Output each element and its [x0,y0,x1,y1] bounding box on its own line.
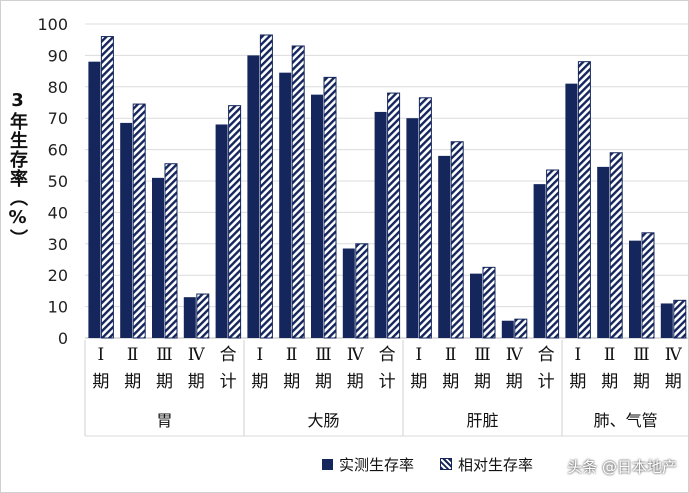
legend-label-actual: 实测生存率 [339,455,415,474]
y-tick-label: 20 [48,266,68,285]
group-label: 胃 [156,411,172,430]
watermark: 头条 @日本地产 [567,458,677,476]
bar-actual [215,124,228,338]
legend-swatch-actual [322,458,333,470]
legend-swatch-relative [440,458,453,470]
bar-actual [279,72,292,339]
group-label: 肺、气管 [594,411,658,430]
bar-relative [100,36,114,339]
bar-actual [183,297,196,338]
bar-actual [501,320,514,338]
y-tick-label: 70 [48,109,68,128]
legend-item-relative: 相对生存率 [440,454,533,475]
y-tick-label: 50 [48,172,68,191]
bar-relative [482,266,496,339]
y-tick-label: 0 [58,329,68,348]
group-label: 大肠 [307,411,339,430]
bar-relative [164,163,178,339]
legend-label-relative: 相对生存率 [458,455,534,474]
legend: 实测生存率 相对生存率 [322,452,559,476]
bar-relative [577,61,591,339]
y-axis-label: 3年生存率（%） [7,90,28,248]
bar-relative [514,318,528,339]
bar-actual [247,55,260,339]
bar-relative [418,97,432,339]
bar-actual [660,303,673,338]
bar-relative [355,243,369,339]
bar-actual [470,273,482,338]
y-tick-label: 10 [48,298,68,317]
y-tick-label: 100 [37,15,68,34]
bar-relative [291,45,305,339]
bar-actual [565,83,578,338]
bar-actual [406,118,419,338]
bar-actual [311,94,323,339]
bar-relative [132,103,146,339]
bar-relative [196,293,210,339]
bar-relative [323,76,337,339]
x-tick-label: 合计 [220,345,237,392]
bar-relative [387,92,401,339]
bar-actual [342,248,355,338]
bar-relative [673,299,687,339]
bar-actual [120,122,133,338]
bar-actual [438,155,451,338]
x-tick-label: 合计 [538,345,555,392]
y-tick-label: 40 [48,203,68,222]
y-tick-label: 80 [48,78,68,97]
bar-actual [152,177,164,338]
bar-actual [374,111,387,338]
bar-relative [259,34,273,339]
bar-actual [88,61,101,339]
bar-relative [546,169,560,339]
y-tick-label: 30 [48,235,68,254]
y-tick-label: 90 [48,46,68,65]
y-tick-label: 60 [48,141,68,160]
x-tick-label: 合计 [379,345,396,392]
legend-item-actual: 实测生存率 [322,454,414,475]
bar-relative [609,152,623,339]
bar-relative [228,105,242,339]
bar-relative [641,232,655,339]
group-label: 肝脏 [466,411,498,430]
bar-actual [597,166,610,338]
bar-relative [450,141,464,339]
bar-actual [629,240,641,338]
bar-actual [533,184,546,338]
